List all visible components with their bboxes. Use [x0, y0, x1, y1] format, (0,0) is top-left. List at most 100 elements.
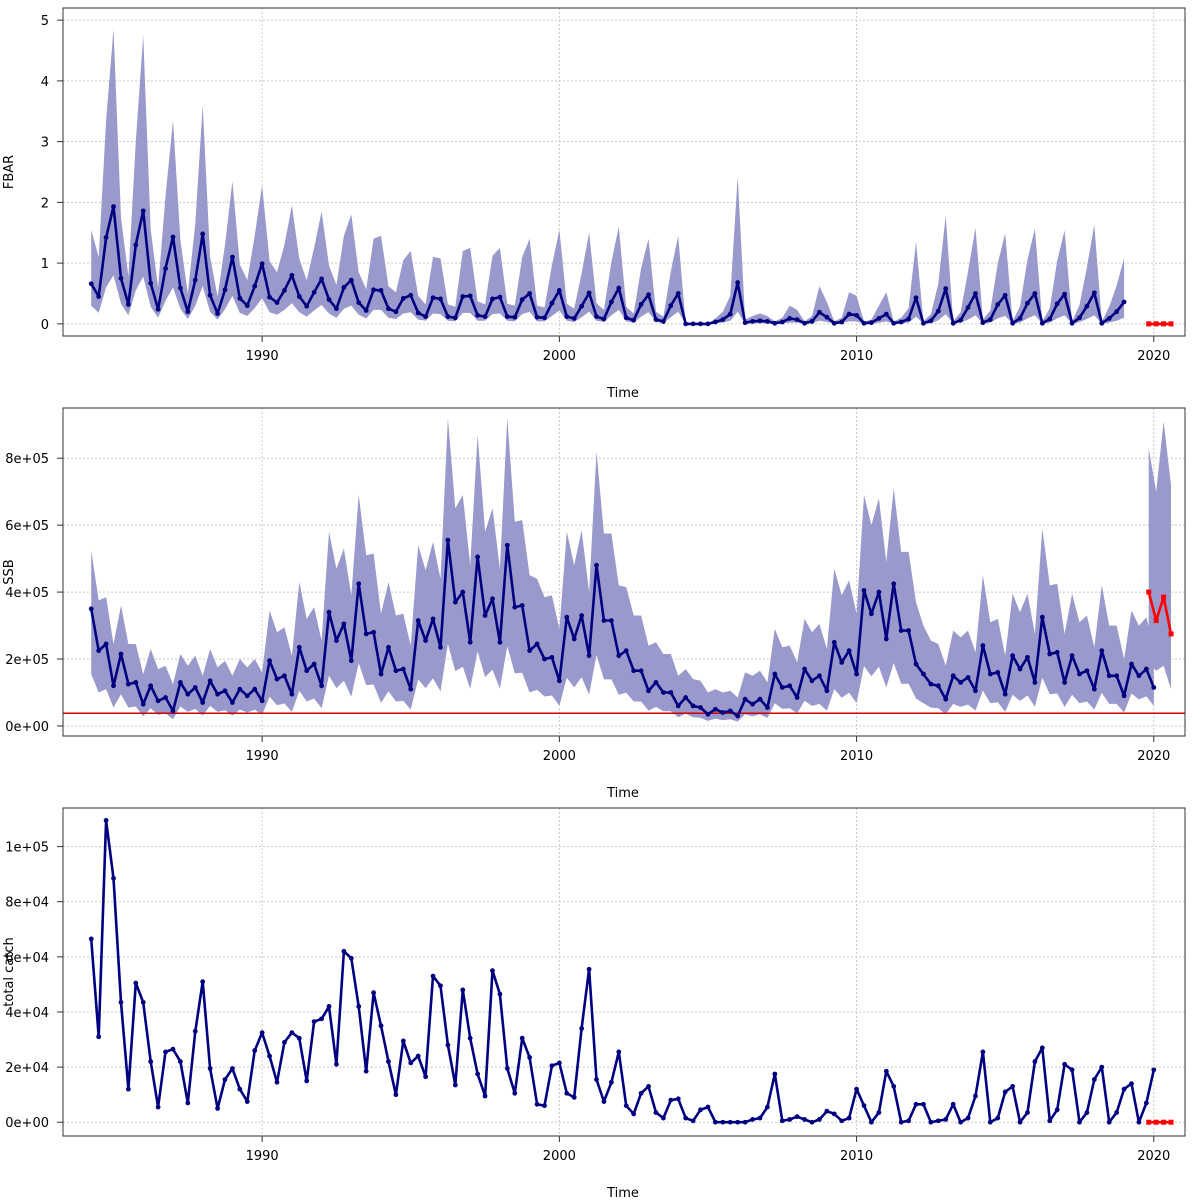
ssb-plot-frame	[62, 407, 1186, 737]
catch-data-point	[579, 1026, 585, 1031]
ssb-y-tick-label: 8e+05	[5, 452, 49, 467]
catch-data-point	[348, 955, 354, 961]
catch-data-point	[906, 1118, 911, 1124]
ssb-y-tick-label: 2e+05	[5, 653, 49, 668]
ssb-data-point	[935, 683, 941, 689]
ssb-data-point	[430, 616, 436, 622]
ssb-data-point	[230, 700, 235, 705]
catch-x-tick-label: 2020	[1137, 1149, 1170, 1164]
ssb-data-point	[898, 628, 904, 633]
catch-data-point	[304, 1078, 310, 1084]
fbar-data-point	[705, 321, 711, 327]
catch-data-point	[1032, 1059, 1038, 1064]
fbar-data-point	[393, 309, 399, 315]
catch-data-point	[668, 1097, 674, 1103]
catch-data-point	[690, 1118, 696, 1124]
ssb-data-point	[103, 641, 109, 647]
catch-axes: 1990 2000 2010 2020 0e+00 2e+04 4e+04 6e+04 8e+0…	[5, 807, 1186, 1164]
fbar-data-point	[579, 303, 585, 309]
ssb-data-point	[200, 700, 206, 705]
fbar-data-point	[467, 293, 473, 299]
ssb-data-point	[906, 628, 911, 633]
ssb-data-point	[921, 671, 926, 677]
fbar-data-point	[594, 314, 599, 319]
catch-x-axis-title: Time	[606, 1186, 639, 1200]
ssb-data-point	[675, 703, 681, 709]
fbar-data-point	[876, 315, 882, 321]
catch-y-tick-label: 1e+05	[5, 841, 49, 856]
catch-data-point	[289, 1030, 295, 1036]
catch-data-point	[490, 968, 495, 974]
fbar-data-point	[445, 314, 451, 319]
ssb-data-point	[839, 659, 845, 665]
fbar-data-point	[378, 288, 384, 293]
ssb-data-point	[148, 683, 154, 689]
ssb-y-tick-label: 4e+05	[5, 586, 49, 601]
ssb-data-point	[608, 618, 614, 623]
fbar-data-point	[802, 320, 807, 326]
fbar-data-point	[430, 295, 436, 301]
catch-data-point	[534, 1101, 540, 1107]
catch-data-point	[765, 1104, 770, 1110]
fbar-data-point	[1121, 299, 1127, 305]
catch-data-point	[341, 948, 347, 954]
ssb-data-point	[958, 680, 963, 685]
fbar-projection-point	[1161, 321, 1167, 327]
fbar-data-point	[1099, 320, 1105, 326]
catch-data-point	[386, 1059, 391, 1064]
fbar-data-point	[1032, 291, 1038, 296]
catch-data-point	[586, 966, 592, 972]
fbar-data-point	[386, 306, 391, 312]
ssb-data-point	[1032, 680, 1038, 685]
fbar-data-point	[1077, 315, 1082, 321]
ssb-data-point	[96, 648, 102, 654]
ssb-data-point	[668, 690, 674, 695]
catch-data-point	[556, 1060, 562, 1066]
fbar-data-point	[319, 276, 324, 282]
fbar-data-point	[423, 314, 429, 319]
fbar-data-point	[215, 311, 220, 316]
fbar-points	[88, 204, 1174, 327]
catch-x-tick-label: 2010	[840, 1149, 873, 1164]
fbar-data-point	[356, 300, 362, 305]
catch-data-point	[839, 1118, 845, 1124]
ssb-data-point	[802, 666, 807, 672]
catch-data-point	[943, 1117, 949, 1122]
catch-data-point	[207, 1066, 213, 1071]
ssb-data-point	[1151, 685, 1157, 690]
ssb-data-point	[616, 653, 622, 659]
catch-data-point	[921, 1101, 926, 1107]
catch-data-point	[319, 1016, 324, 1022]
fbar-data-point	[727, 311, 733, 317]
catch-data-point	[252, 1048, 258, 1053]
catch-data-point	[452, 1082, 458, 1088]
catch-data-point	[415, 1053, 421, 1059]
fbar-data-point	[675, 291, 681, 296]
catch-data-point	[571, 1095, 577, 1100]
ssb-data-point	[341, 621, 347, 627]
catch-data-point	[192, 1028, 198, 1034]
catch-data-point	[660, 1115, 666, 1121]
fbar-data-point	[237, 295, 243, 301]
fbar-data-point	[824, 314, 830, 320]
fbar-data-point	[1002, 292, 1008, 298]
fbar-data-point	[504, 314, 510, 319]
catch-data-point	[1151, 1067, 1157, 1073]
catch-data-point	[817, 1117, 822, 1122]
ssb-data-point	[772, 671, 778, 677]
fbar-y-tick-label: 1	[41, 257, 49, 272]
fbar-panel: 1990 2000 2010 2020 0 1 2 3 4 5 Time FBAR	[2, 7, 1186, 401]
ssb-estimate-band	[91, 418, 1154, 722]
catch-data-point	[155, 1104, 161, 1110]
catch-data-point	[809, 1119, 815, 1125]
catch-panel: 1990 2000 2010 2020 0e+00 2e+04 4e+04 6e+04 8e+0…	[2, 807, 1186, 1200]
fbar-data-point	[200, 231, 206, 237]
fbar-data-point	[921, 320, 926, 326]
ssb-data-point	[274, 676, 280, 682]
fbar-data-point	[869, 320, 874, 326]
ssb-projection-point	[1168, 631, 1174, 637]
catch-data-point	[594, 1077, 599, 1082]
fbar-data-point	[1054, 301, 1060, 307]
ssb-data-point	[118, 651, 124, 657]
catch-data-point	[274, 1079, 280, 1085]
